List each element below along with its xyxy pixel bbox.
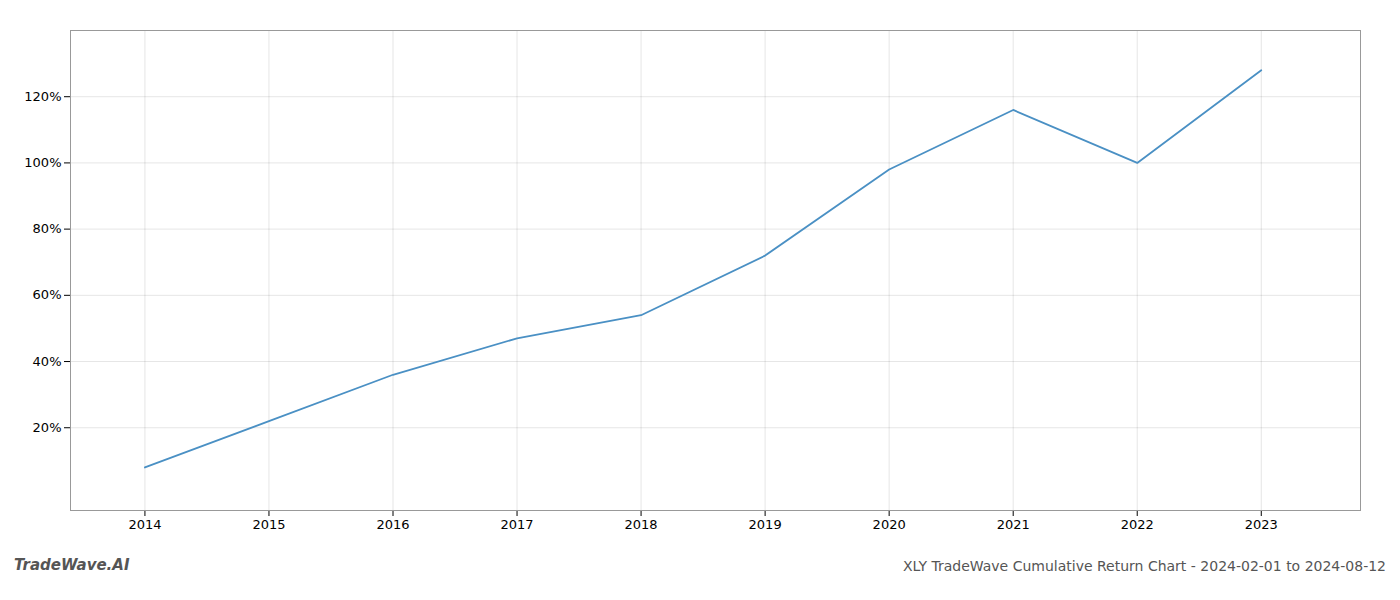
svg-text:2017: 2017 <box>500 517 533 532</box>
svg-text:2018: 2018 <box>625 517 658 532</box>
svg-text:80%: 80% <box>33 221 62 236</box>
svg-text:2022: 2022 <box>1121 517 1154 532</box>
svg-text:120%: 120% <box>24 89 61 104</box>
html-text:TradeWave.AI: TradeWave.AI <box>14 556 130 574</box>
svg-text:2023: 2023 <box>1245 517 1278 532</box>
svg-text:60%: 60% <box>33 287 62 302</box>
svg-text:2021: 2021 <box>997 517 1030 532</box>
svg-text:2015: 2015 <box>252 517 285 532</box>
svg-text:2020: 2020 <box>873 517 906 532</box>
html-text:XLY TradeWave Cumulative Retur: XLY TradeWave Cumulative Return Chart - … <box>902 558 1386 574</box>
svg-text:20%: 20% <box>33 420 62 435</box>
svg-text:2019: 2019 <box>749 517 782 532</box>
svg-text:100%: 100% <box>24 155 61 170</box>
svg-text:2014: 2014 <box>128 517 161 532</box>
svg-text:2016: 2016 <box>376 517 409 532</box>
svg-text:40%: 40% <box>33 354 62 369</box>
